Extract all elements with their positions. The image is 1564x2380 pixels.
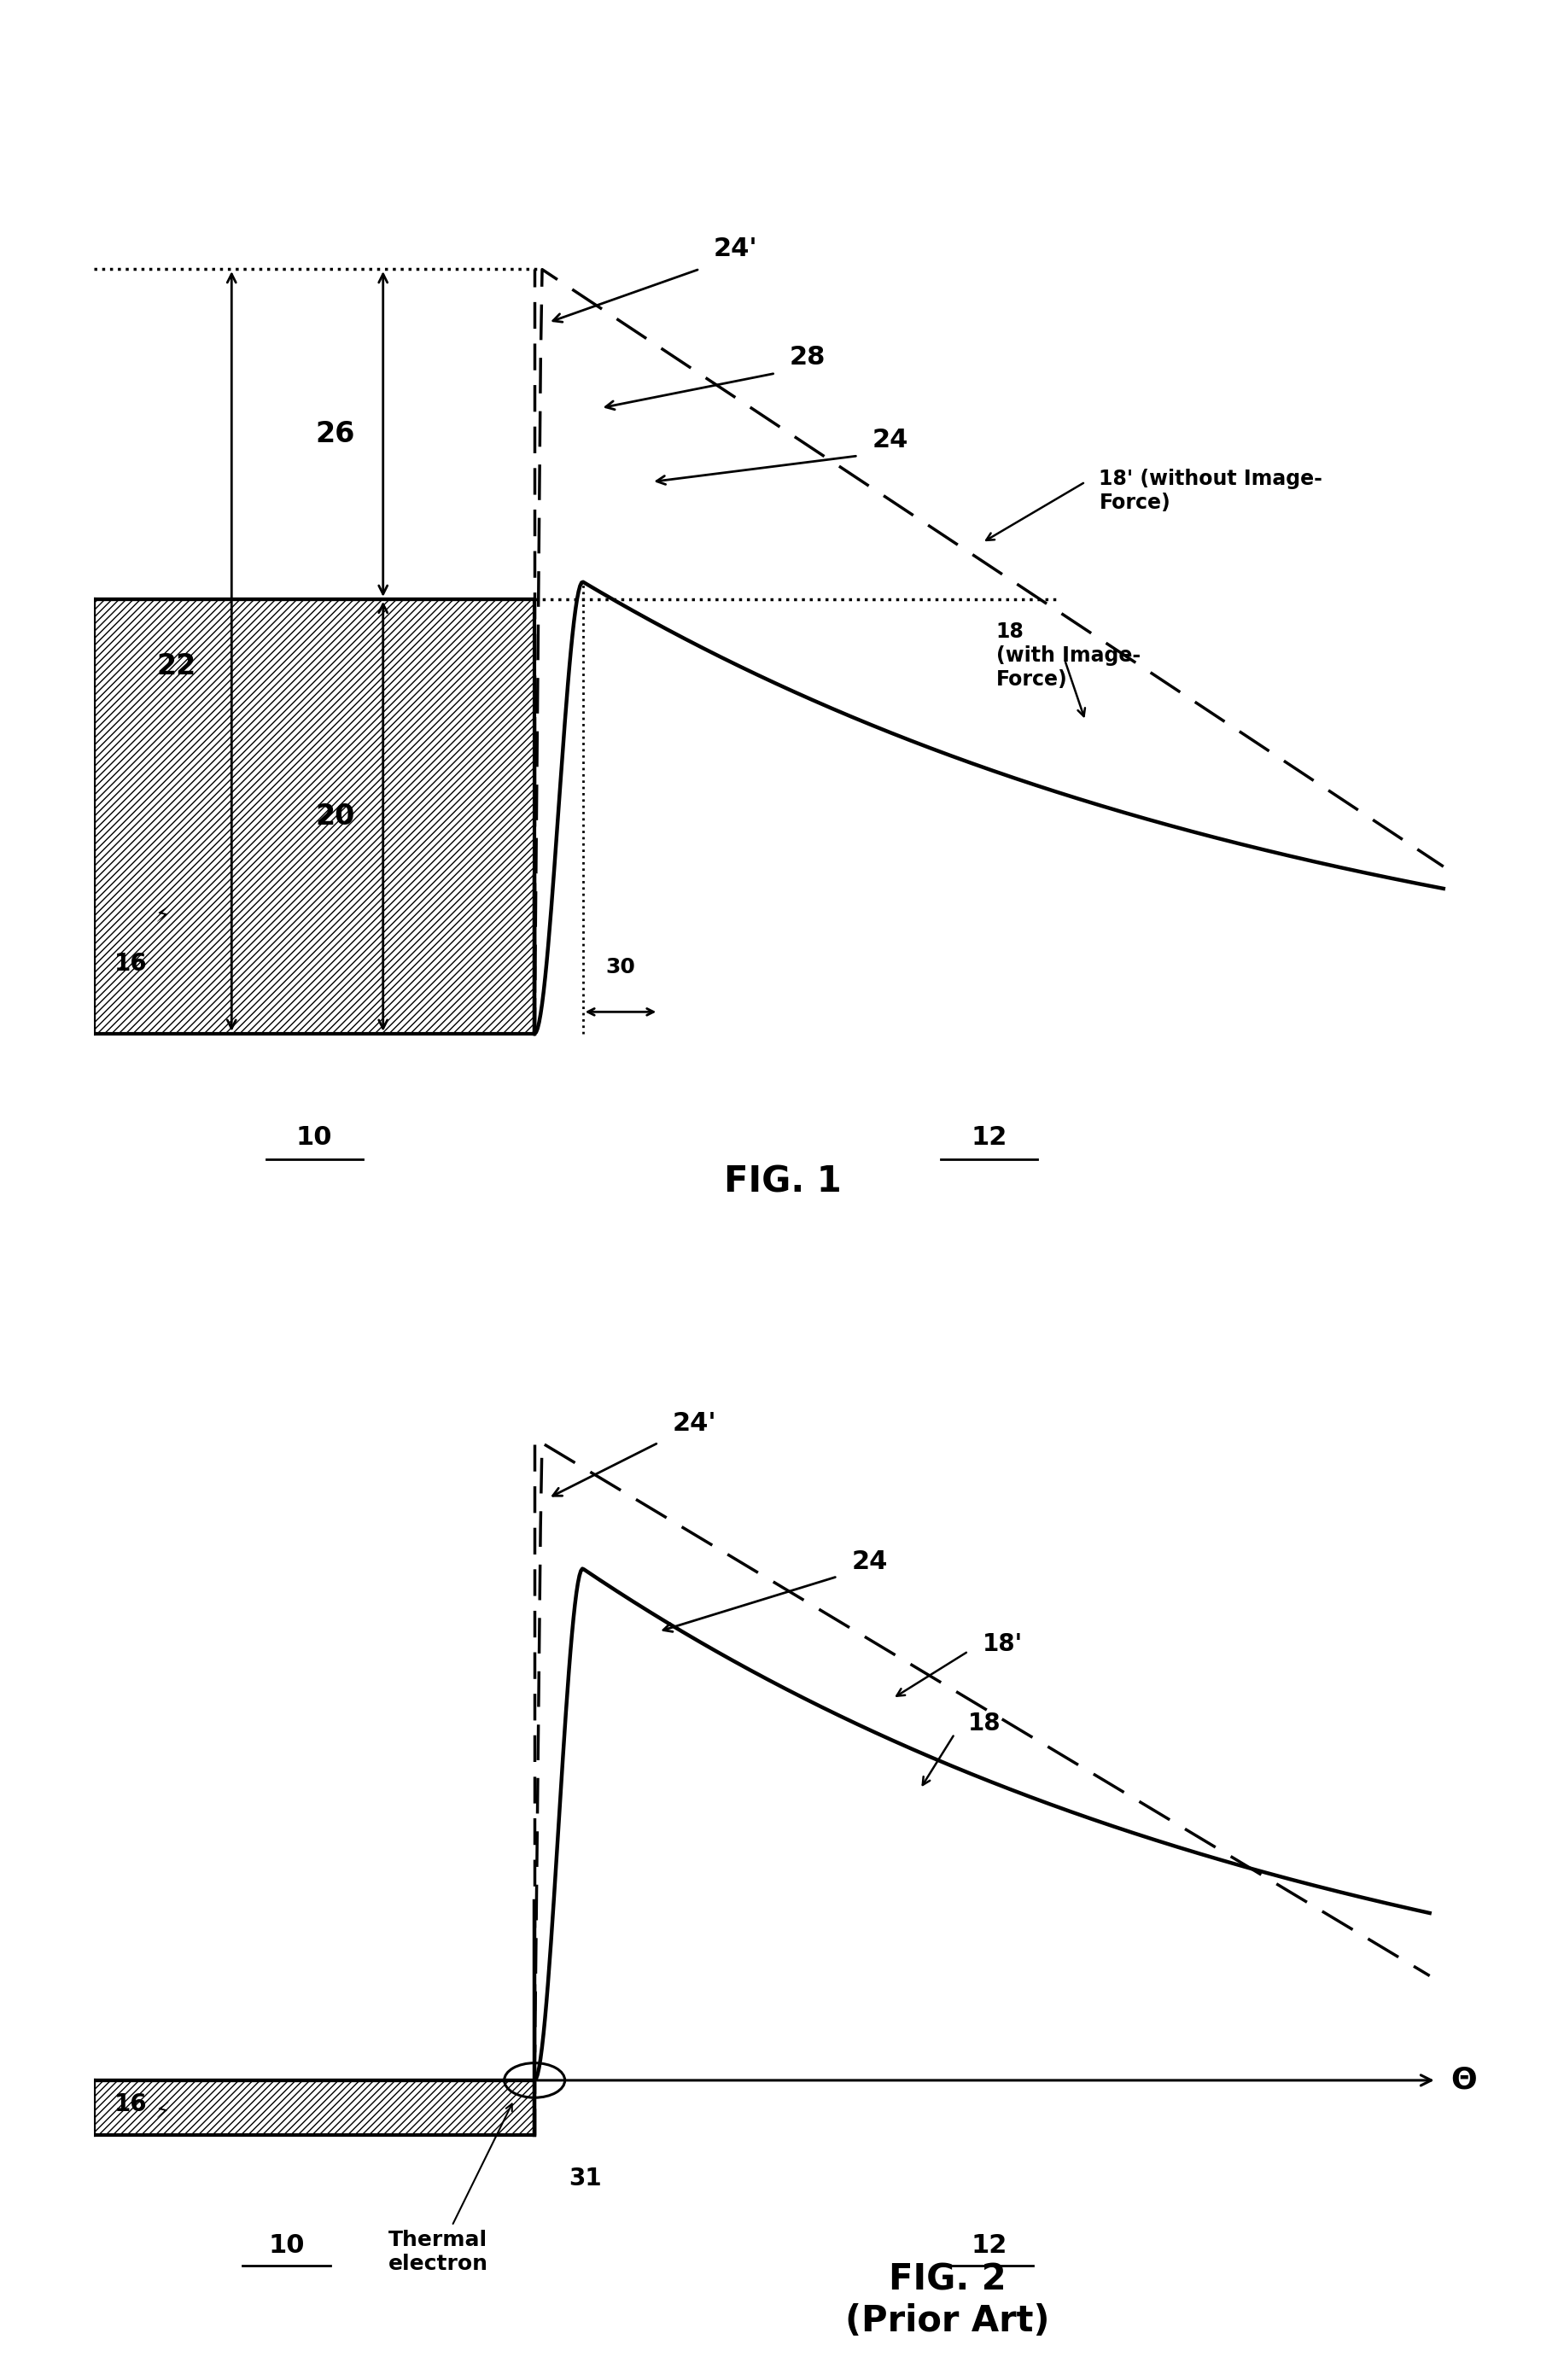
Text: 28: 28 — [788, 345, 826, 369]
Text: ⚡: ⚡ — [155, 907, 170, 926]
Text: 24': 24' — [713, 236, 757, 262]
Text: 26: 26 — [314, 419, 355, 447]
Text: 24: 24 — [851, 1549, 887, 1573]
Text: 12: 12 — [970, 1126, 1007, 1150]
Text: 16: 16 — [114, 2092, 147, 2116]
Text: 24: 24 — [871, 428, 907, 452]
Text: 31: 31 — [569, 2166, 602, 2192]
Text: FIG. 2
(Prior Art): FIG. 2 (Prior Art) — [845, 2261, 1049, 2340]
Bar — [94, 600, 535, 1033]
Text: 18
(with Image-
Force): 18 (with Image- Force) — [995, 621, 1140, 690]
Text: 24': 24' — [673, 1411, 716, 1435]
Text: 18: 18 — [968, 1711, 1001, 1735]
Text: 10: 10 — [269, 2232, 305, 2259]
Text: Θ: Θ — [1450, 2066, 1476, 2094]
Bar — [94, 2080, 535, 2135]
Text: 18' (without Image-
Force): 18' (without Image- Force) — [1098, 469, 1322, 512]
Text: 10: 10 — [296, 1126, 332, 1150]
Text: 30: 30 — [605, 957, 635, 978]
Text: 20: 20 — [314, 802, 355, 831]
Text: 18': 18' — [982, 1633, 1021, 1656]
Text: 16: 16 — [114, 952, 147, 976]
Text: 22: 22 — [156, 652, 196, 681]
Text: Thermal
electron: Thermal electron — [388, 2230, 488, 2275]
Text: 12: 12 — [970, 2232, 1007, 2259]
Text: FIG. 1: FIG. 1 — [723, 1164, 841, 1200]
Text: ⚡: ⚡ — [155, 2102, 170, 2123]
